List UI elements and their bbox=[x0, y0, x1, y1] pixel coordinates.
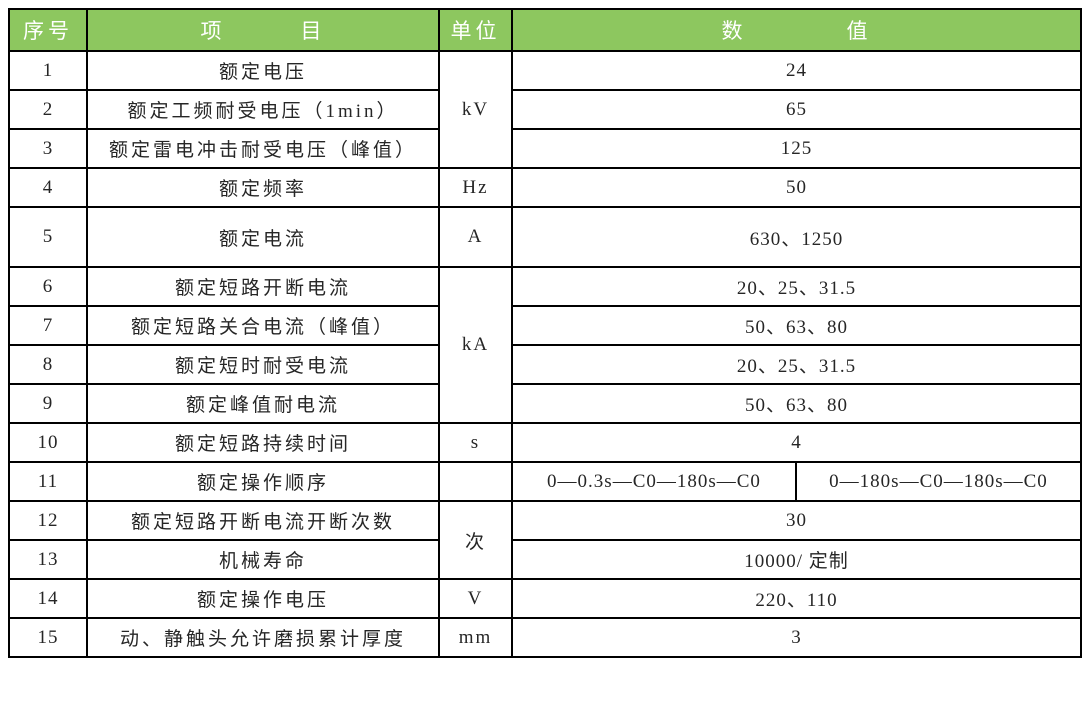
unit-cell bbox=[438, 461, 513, 502]
table-row: 5 额定电流 A 630、1250 bbox=[8, 206, 1082, 268]
item-cell: 额定雷电冲击耐受电压（峰值） bbox=[86, 128, 440, 169]
header-row: 序号 项 目 单位 数 值 bbox=[8, 8, 1082, 52]
unit-cell: 次 bbox=[438, 500, 513, 580]
item-cell: 额定操作顺序 bbox=[86, 461, 440, 502]
serial-cell: 5 bbox=[8, 206, 88, 268]
table-row: 2 额定工频耐受电压（1min） 65 bbox=[8, 89, 1082, 130]
unit-cell: mm bbox=[438, 617, 513, 658]
value-cell-right: 0—180s—C0—180s—C0 bbox=[795, 461, 1082, 502]
serial-cell: 14 bbox=[8, 578, 88, 619]
header-item: 项 目 bbox=[86, 8, 440, 52]
unit-cell: s bbox=[438, 422, 513, 463]
table-row: 15 动、静触头允许磨损累计厚度 mm 3 bbox=[8, 617, 1082, 658]
table-row: 4 额定频率 Hz 50 bbox=[8, 167, 1082, 208]
serial-cell: 7 bbox=[8, 305, 88, 346]
table-row: 8 额定短时耐受电流 20、25、31.5 bbox=[8, 344, 1082, 385]
spec-table: 序号 项 目 单位 数 值 1 额定电压 kV 24 2 额定工频耐受电压（1m… bbox=[8, 8, 1082, 658]
value-cell: 10000/ 定制 bbox=[511, 539, 1082, 580]
header-value: 数 值 bbox=[511, 8, 1082, 52]
unit-cell: kV bbox=[438, 50, 513, 169]
value-cell: 220、110 bbox=[511, 578, 1082, 619]
value-cell: 24 bbox=[511, 50, 1082, 91]
serial-cell: 10 bbox=[8, 422, 88, 463]
serial-cell: 15 bbox=[8, 617, 88, 658]
header-serial: 序号 bbox=[8, 8, 88, 52]
table-row: 3 额定雷电冲击耐受电压（峰值） 125 bbox=[8, 128, 1082, 169]
item-cell: 额定电压 bbox=[86, 50, 440, 91]
value-cell: 65 bbox=[511, 89, 1082, 130]
serial-cell: 11 bbox=[8, 461, 88, 502]
value-cell: 125 bbox=[511, 128, 1082, 169]
unit-cell: V bbox=[438, 578, 513, 619]
value-cell: 20、25、31.5 bbox=[511, 266, 1082, 307]
item-cell: 动、静触头允许磨损累计厚度 bbox=[86, 617, 440, 658]
table-row: 12 额定短路开断电流开断次数 次 30 bbox=[8, 500, 1082, 580]
item-cell: 额定短路开断电流开断次数 bbox=[86, 500, 440, 541]
table-row: 13 机械寿命 10000/ 定制 bbox=[8, 539, 1082, 580]
item-cell: 额定频率 bbox=[86, 167, 440, 208]
unit-cell: kA bbox=[438, 266, 513, 424]
item-cell: 额定短路持续时间 bbox=[86, 422, 440, 463]
table-row: 6 额定短路开断电流 kA 20、25、31.5 bbox=[8, 266, 1082, 424]
item-cell: 额定工频耐受电压（1min） bbox=[86, 89, 440, 130]
value-cell: 4 bbox=[511, 422, 1082, 463]
value-cell: 50 bbox=[511, 167, 1082, 208]
value-cell: 50、63、80 bbox=[511, 383, 1082, 424]
unit-cell: A bbox=[438, 206, 513, 268]
serial-cell: 9 bbox=[8, 383, 88, 424]
serial-cell: 2 bbox=[8, 89, 88, 130]
table-row: 7 额定短路关合电流（峰值） 50、63、80 bbox=[8, 305, 1082, 346]
value-cell: 50、63、80 bbox=[511, 305, 1082, 346]
serial-cell: 1 bbox=[8, 50, 88, 91]
value-cell: 630、1250 bbox=[511, 206, 1082, 268]
value-cell: 30 bbox=[511, 500, 1082, 541]
item-cell: 额定短路开断电流 bbox=[86, 266, 440, 307]
table-row: 10 额定短路持续时间 s 4 bbox=[8, 422, 1082, 463]
serial-cell: 4 bbox=[8, 167, 88, 208]
table-row: 14 额定操作电压 V 220、110 bbox=[8, 578, 1082, 619]
value-cell: 3 bbox=[511, 617, 1082, 658]
page: 序号 项 目 单位 数 值 1 额定电压 kV 24 2 额定工频耐受电压（1m… bbox=[8, 8, 1082, 658]
value-cell: 20、25、31.5 bbox=[511, 344, 1082, 385]
table-row: 9 额定峰值耐电流 50、63、80 bbox=[8, 383, 1082, 424]
item-cell: 额定短路关合电流（峰值） bbox=[86, 305, 440, 346]
item-cell: 额定短时耐受电流 bbox=[86, 344, 440, 385]
item-cell: 额定操作电压 bbox=[86, 578, 440, 619]
item-cell: 机械寿命 bbox=[86, 539, 440, 580]
serial-cell: 13 bbox=[8, 539, 88, 580]
serial-cell: 8 bbox=[8, 344, 88, 385]
value-cell-left: 0—0.3s—C0—180s—C0 bbox=[511, 461, 797, 502]
item-cell: 额定峰值耐电流 bbox=[86, 383, 440, 424]
serial-cell: 12 bbox=[8, 500, 88, 541]
item-cell: 额定电流 bbox=[86, 206, 440, 268]
unit-cell: Hz bbox=[438, 167, 513, 208]
header-unit: 单位 bbox=[438, 8, 513, 52]
table-row: 11 额定操作顺序 0—0.3s—C0—180s—C0 0—180s—C0—18… bbox=[8, 461, 1082, 502]
serial-cell: 3 bbox=[8, 128, 88, 169]
serial-cell: 6 bbox=[8, 266, 88, 307]
table-row: 1 额定电压 kV 24 bbox=[8, 50, 1082, 169]
